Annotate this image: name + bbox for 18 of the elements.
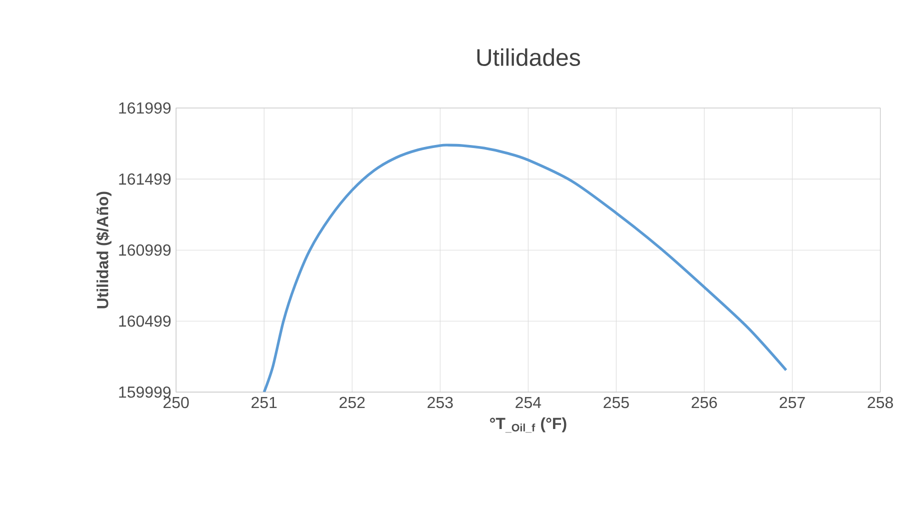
chart-title: Utilidades: [477, 48, 580, 66]
x-tick-label: 252: [340, 396, 365, 408]
x-tick-label: 256: [692, 396, 717, 408]
x-axis-title: °T$_{_Oil_f}$ (°F): [490, 417, 566, 433]
y-tick-label: 160999: [119, 244, 171, 256]
x-tick-label: 255: [604, 396, 629, 408]
x-tick-label: 257: [780, 396, 805, 408]
y-tick-label: 161999: [119, 102, 171, 114]
x-tick-label: 258: [868, 396, 893, 408]
x-tick-label: 254: [516, 396, 542, 408]
x-tick-label: 253: [428, 396, 453, 408]
y-tick-label: 161499: [119, 173, 171, 185]
y-tick-label: 160499: [119, 316, 171, 327]
y-axis-title: Utilidad ($/Año): [96, 192, 112, 308]
x-tick-label: 251: [252, 396, 277, 408]
line-series: [262, 144, 788, 392]
x-tick-label: 250: [164, 396, 189, 408]
y-tick-label: 159999: [119, 386, 171, 398]
